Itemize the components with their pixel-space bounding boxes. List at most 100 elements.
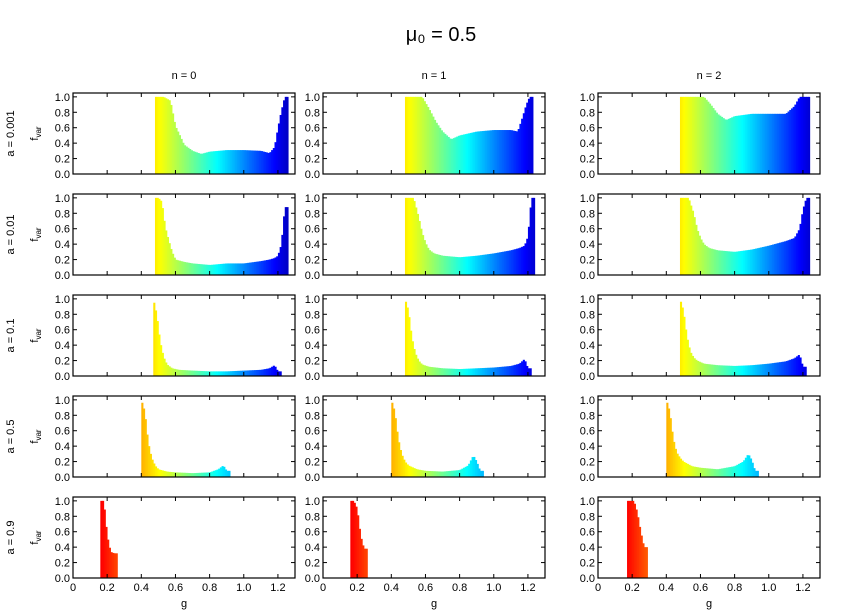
- bar: [761, 247, 765, 275]
- bar: [481, 131, 484, 174]
- bar: [281, 107, 284, 174]
- bar: [425, 104, 428, 174]
- x-tick-label: 0.6: [418, 582, 433, 594]
- bar: [223, 150, 226, 174]
- bar: [787, 240, 790, 275]
- bar: [794, 236, 797, 275]
- bar: [466, 256, 469, 275]
- bar: [413, 349, 416, 376]
- bar: [233, 150, 236, 174]
- y-tick-label: 0.2: [55, 255, 70, 267]
- bar: [702, 363, 705, 376]
- bar: [154, 310, 158, 376]
- x-tick-label: 0.8: [727, 582, 742, 594]
- y-tick-label: 1.0: [580, 193, 595, 205]
- bar: [420, 96, 423, 174]
- bar: [442, 368, 445, 376]
- bar: [440, 471, 443, 477]
- y-tick-label: 0.8: [55, 309, 70, 321]
- bar: [444, 133, 447, 174]
- bar: [714, 249, 717, 275]
- bar: [276, 369, 279, 376]
- bar: [714, 469, 717, 477]
- bar: [207, 472, 211, 477]
- y-tick-label: 0.0: [305, 371, 320, 383]
- bar: [151, 459, 154, 477]
- bar: [797, 98, 800, 174]
- bar: [245, 263, 248, 275]
- bar: [161, 208, 164, 275]
- bar: [478, 468, 481, 477]
- bar: [264, 152, 267, 174]
- bar: [435, 367, 438, 376]
- bar: [248, 370, 251, 376]
- bar: [681, 96, 684, 174]
- bar: [485, 130, 488, 174]
- y-tick-label: 0.4: [55, 542, 70, 554]
- y-tick-label: 0.8: [55, 208, 70, 220]
- bar: [686, 197, 689, 275]
- bar: [685, 462, 688, 477]
- y-tick-label: 0.0: [55, 472, 70, 484]
- bar: [180, 472, 183, 477]
- bar: [194, 370, 197, 376]
- bar: [211, 371, 214, 376]
- bar: [521, 118, 524, 174]
- bar: [267, 152, 270, 174]
- bar: [236, 263, 240, 275]
- bar: [668, 408, 671, 477]
- bar: [274, 142, 277, 174]
- bar: [524, 243, 527, 275]
- bar: [531, 96, 534, 174]
- bar: [353, 502, 356, 578]
- bar: [717, 250, 720, 275]
- bar: [637, 517, 640, 578]
- bar: [267, 259, 270, 275]
- bar: [144, 419, 147, 477]
- bar: [469, 256, 472, 275]
- bar: [206, 152, 209, 174]
- bar: [463, 467, 466, 477]
- bar: [206, 264, 209, 275]
- bar: [473, 456, 476, 477]
- bar: [698, 96, 701, 174]
- bar: [226, 150, 229, 174]
- x-tick-label: 1.0: [236, 582, 251, 594]
- bar: [753, 248, 756, 275]
- bar: [474, 131, 478, 174]
- bar: [226, 263, 229, 275]
- bar: [269, 152, 272, 174]
- bar: [146, 434, 149, 477]
- bar: [739, 365, 742, 376]
- bar: [213, 264, 216, 275]
- bar: [488, 367, 491, 376]
- bar: [178, 135, 181, 174]
- bar: [789, 109, 792, 174]
- bar: [480, 368, 483, 376]
- y-tick-label: 0.6: [580, 426, 595, 438]
- bar: [243, 370, 246, 376]
- bar: [254, 370, 257, 376]
- bar: [190, 473, 193, 477]
- bar: [748, 249, 751, 275]
- bar: [182, 472, 185, 477]
- bar: [727, 467, 730, 477]
- bar: [452, 138, 455, 174]
- bar: [498, 366, 501, 376]
- bar: [218, 150, 221, 174]
- bar: [439, 127, 442, 174]
- bar: [281, 234, 284, 275]
- bar: [732, 466, 736, 477]
- bar: [442, 255, 445, 275]
- bar: [418, 361, 421, 376]
- y-tick-label: 1.0: [580, 395, 595, 407]
- bar: [495, 130, 498, 174]
- bar: [792, 106, 795, 174]
- bar: [790, 108, 794, 174]
- bar: [180, 138, 183, 174]
- bar: [216, 264, 219, 275]
- bar: [423, 240, 426, 275]
- bar: [284, 207, 287, 275]
- panel: 0.0 0.2 0.4 0.6 0.8 1.0: [580, 92, 821, 181]
- bar: [190, 150, 193, 174]
